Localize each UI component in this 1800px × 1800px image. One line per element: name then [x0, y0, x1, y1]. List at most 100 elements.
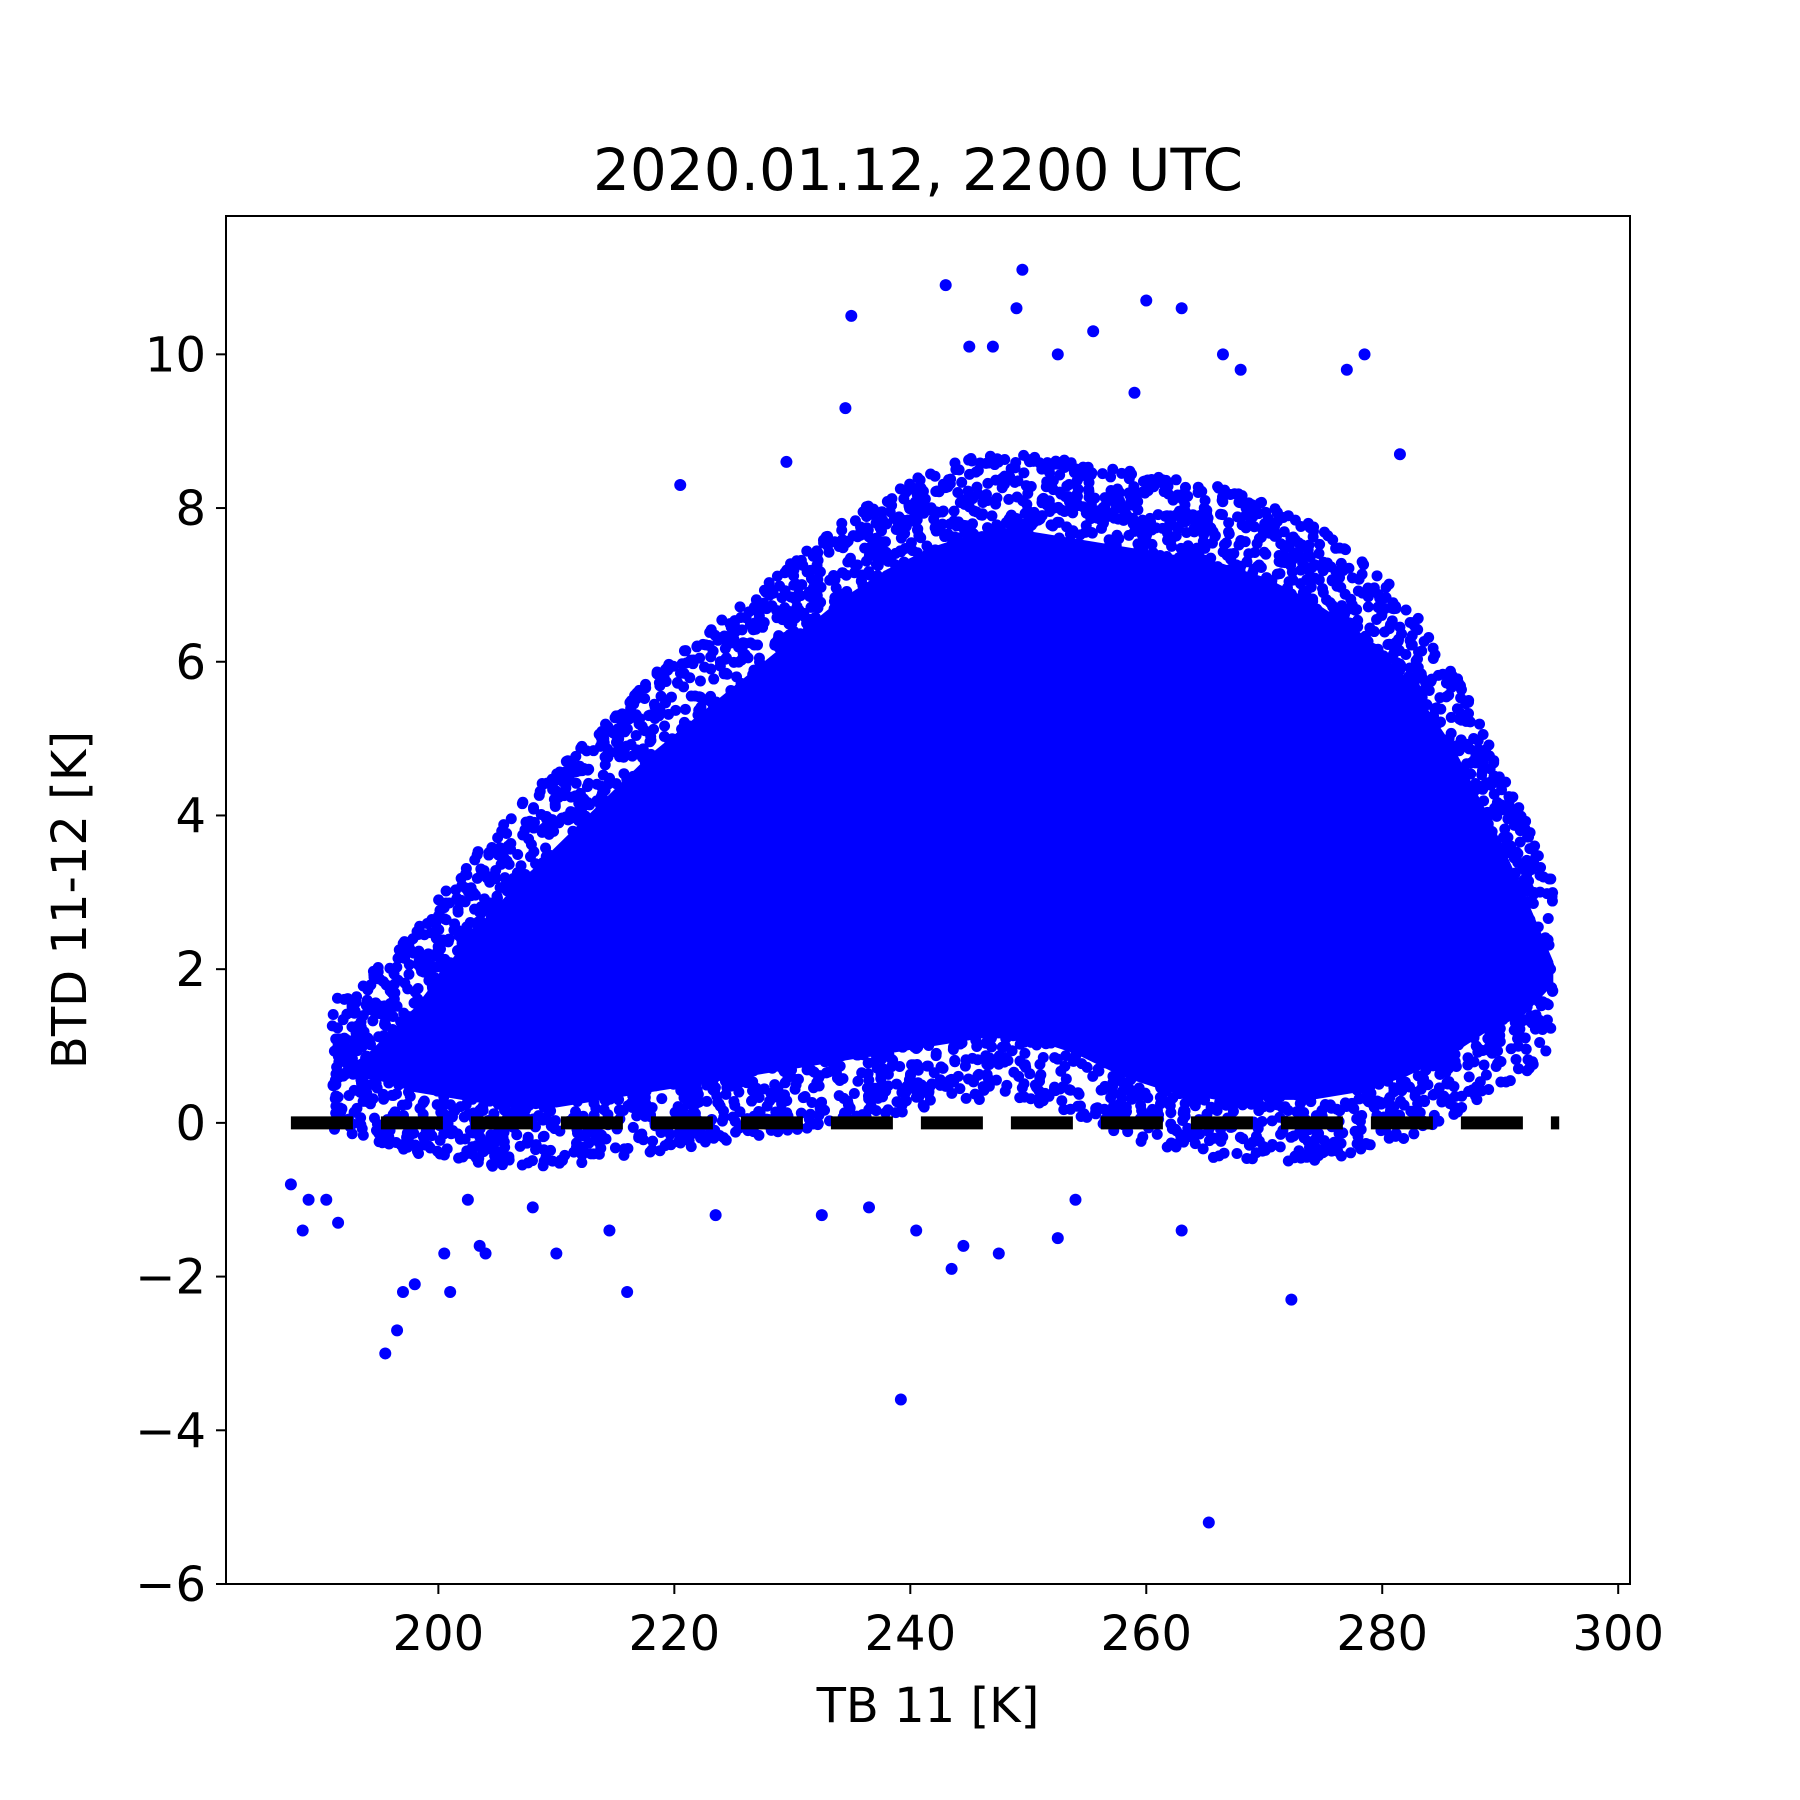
data-point: [1420, 1064, 1432, 1076]
data-point: [1128, 481, 1140, 493]
data-point: [776, 592, 788, 604]
outlier-point: [1175, 1224, 1188, 1237]
data-point: [786, 1064, 798, 1076]
data-point: [483, 847, 495, 859]
data-point: [1158, 561, 1170, 573]
data-point: [1056, 504, 1068, 516]
data-point: [973, 1068, 985, 1080]
data-point: [647, 1135, 659, 1147]
outlier-point: [1051, 348, 1064, 361]
data-point: [1542, 913, 1554, 925]
y-axis-ticks: −6 −4 −2 0 2 4 6 8 10: [135, 327, 226, 1613]
data-point: [842, 535, 854, 547]
data-point: [811, 545, 823, 557]
data-point: [1365, 1097, 1377, 1109]
data-point: [1331, 621, 1343, 633]
outlier-point: [1216, 348, 1229, 361]
outlier-point: [1069, 1193, 1082, 1206]
y-tick-label: 6: [175, 635, 206, 691]
data-point: [1303, 1146, 1315, 1158]
data-point: [671, 1105, 683, 1117]
data-point: [530, 1139, 542, 1151]
data-point: [836, 517, 848, 529]
data-point: [673, 1127, 685, 1139]
data-point: [633, 1132, 645, 1144]
outlier-point: [379, 1347, 392, 1360]
data-point: [986, 510, 998, 522]
data-point: [596, 726, 608, 738]
chart-title: 2020.01.12, 2200 UTC: [593, 136, 1243, 204]
data-point: [1522, 831, 1534, 843]
data-point: [606, 796, 618, 808]
data-point: [543, 849, 555, 861]
data-point: [1497, 1014, 1509, 1026]
data-point: [1484, 763, 1496, 775]
outlier-point: [284, 1178, 297, 1191]
data-point: [719, 1075, 731, 1087]
data-point: [1546, 890, 1558, 902]
data-point: [734, 601, 746, 613]
data-point: [665, 1139, 677, 1151]
data-point: [903, 1074, 915, 1086]
data-point: [1207, 1151, 1219, 1163]
data-point: [1135, 1135, 1147, 1147]
data-point: [427, 983, 439, 995]
data-point: [1161, 1141, 1173, 1153]
data-point: [1189, 1138, 1201, 1150]
data-point: [415, 962, 427, 974]
data-point: [624, 783, 636, 795]
data-point: [1009, 476, 1021, 488]
data-point: [571, 1137, 583, 1149]
data-point: [441, 1143, 453, 1155]
data-point: [1445, 711, 1457, 723]
data-point: [1317, 587, 1329, 599]
data-point: [923, 1039, 935, 1051]
data-point: [367, 1015, 379, 1027]
data-point: [469, 854, 481, 866]
data-point: [720, 1088, 732, 1100]
outlier-point: [391, 1324, 404, 1337]
x-axis-ticks: 200 220 240 260 280 300: [393, 1584, 1664, 1662]
data-point: [1126, 468, 1138, 480]
data-point: [1396, 1085, 1408, 1097]
data-point: [549, 1123, 561, 1135]
data-point: [1063, 460, 1075, 472]
data-point: [1019, 518, 1031, 530]
data-point: [1191, 1087, 1203, 1099]
data-point: [1111, 529, 1123, 541]
data-point: [954, 1038, 966, 1050]
data-point: [972, 1054, 984, 1066]
data-point: [459, 936, 471, 948]
data-point: [848, 1088, 860, 1100]
data-point: [1212, 561, 1224, 573]
data-point: [1483, 739, 1495, 751]
data-point: [519, 824, 531, 836]
data-point: [1472, 735, 1484, 747]
data-point: [801, 1064, 813, 1076]
data-point: [1318, 526, 1330, 538]
data-point: [351, 991, 363, 1003]
data-point: [499, 1141, 511, 1153]
data-point: [355, 1119, 367, 1131]
data-point: [1480, 1069, 1492, 1081]
data-point: [1346, 1097, 1358, 1109]
outlier-point: [709, 1209, 722, 1222]
data-point: [1063, 1084, 1075, 1096]
x-tick-label: 260: [1100, 1606, 1192, 1662]
data-point: [1395, 1095, 1407, 1107]
data-point: [731, 671, 743, 683]
data-point: [1021, 1032, 1033, 1044]
data-point: [1003, 532, 1015, 544]
data-point: [1403, 670, 1415, 682]
data-point: [583, 1137, 595, 1149]
data-point: [1487, 774, 1499, 786]
data-point: [736, 624, 748, 636]
data-point: [1476, 1085, 1488, 1097]
data-point: [1170, 474, 1182, 486]
data-point: [1492, 1045, 1504, 1057]
data-point: [472, 918, 484, 930]
data-point: [485, 871, 497, 883]
data-point: [1433, 717, 1445, 729]
data-point: [1374, 592, 1386, 604]
data-point: [929, 470, 941, 482]
